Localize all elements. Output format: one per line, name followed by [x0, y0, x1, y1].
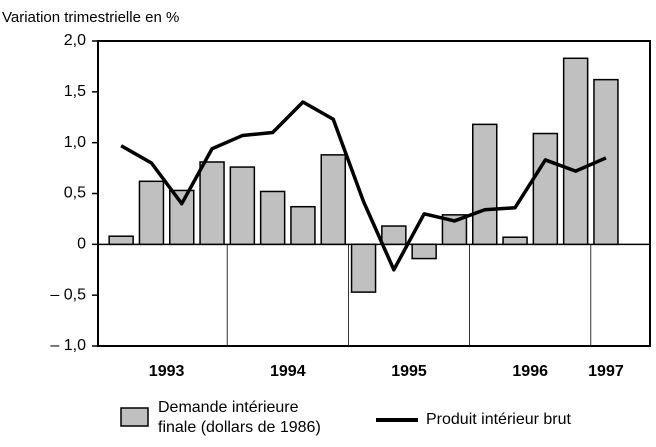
- bar: [532, 132, 559, 246]
- y-tick-label: – 1,0: [50, 337, 86, 354]
- y-tick-label: 1,0: [64, 134, 86, 151]
- x-group-label: 1995: [391, 363, 427, 380]
- legend-swatch: [120, 407, 149, 427]
- y-tick-label: 0: [77, 236, 86, 253]
- y-tick-label: – 0,5: [50, 286, 86, 303]
- bar: [350, 243, 377, 293]
- legend-label: Produit intérieur brut: [426, 411, 572, 428]
- bar: [138, 180, 165, 246]
- bar: [199, 161, 225, 246]
- line: [120, 100, 607, 272]
- bar: [381, 225, 407, 246]
- bar: [502, 236, 528, 246]
- bar: [290, 205, 316, 246]
- y-tick-label: 1,5: [64, 83, 86, 100]
- bar: [411, 243, 437, 260]
- bar: [320, 154, 346, 246]
- legend-label: Demande intérieure finale (dollars de 198…: [158, 399, 321, 436]
- x-group-label: 1993: [149, 363, 185, 380]
- y-tick-label: 0,5: [64, 185, 86, 202]
- bar: [562, 57, 589, 246]
- bar: [108, 235, 134, 246]
- x-group-label: 1994: [270, 363, 306, 380]
- bar: [472, 123, 498, 246]
- x-group-label: 1997: [588, 363, 624, 380]
- y-tick-label: 2,0: [64, 32, 86, 49]
- bar: [229, 166, 256, 246]
- x-group-label: 1996: [512, 363, 548, 380]
- bar: [259, 190, 286, 246]
- bar: [169, 189, 195, 246]
- y-axis-label: Variation trimestrielle en %: [2, 9, 179, 26]
